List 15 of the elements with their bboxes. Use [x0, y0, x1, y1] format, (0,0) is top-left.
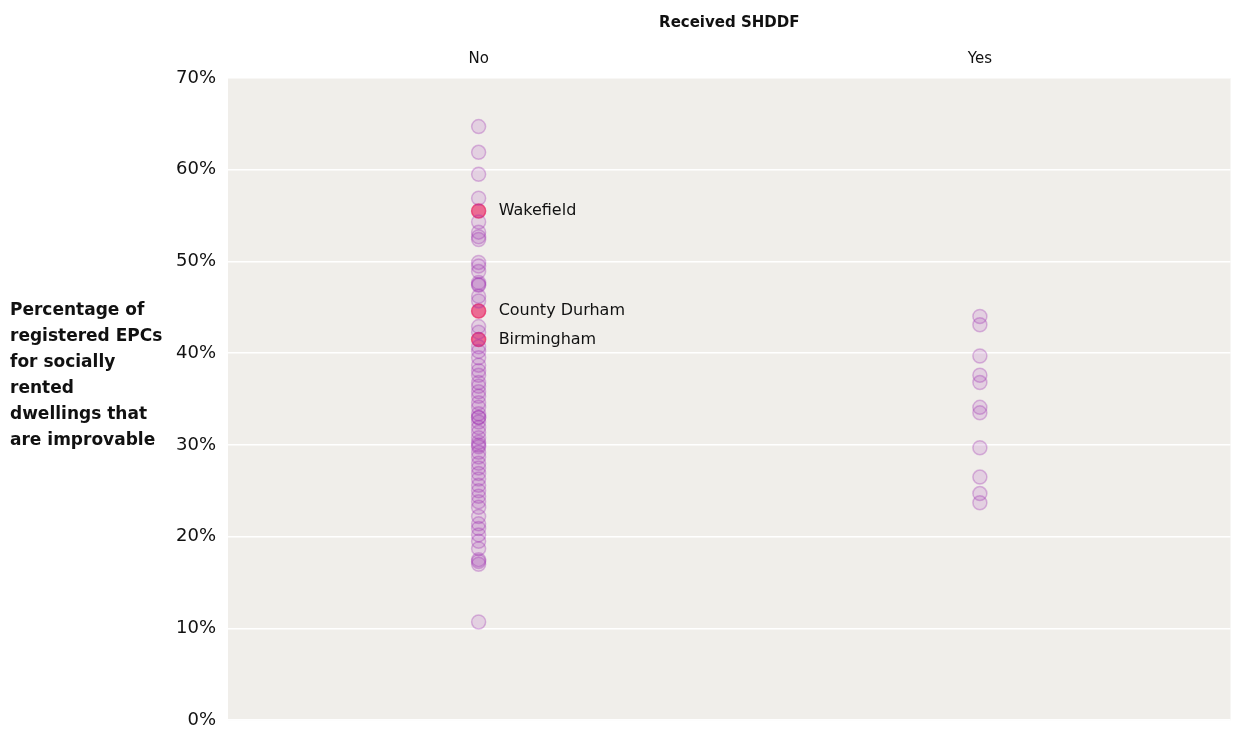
x-tick-label: No [468, 48, 489, 67]
annotation: Wakefield [498, 200, 577, 220]
annotation: County Durham [498, 300, 625, 320]
y-tick-label: 50% [175, 249, 216, 271]
y-tick-label: 0% [187, 707, 216, 729]
y-tick-label: 10% [175, 616, 216, 638]
x-tick-label: Yes [966, 48, 993, 67]
y-tick-label: 70% [175, 65, 216, 87]
x-axis-title: Received SHDDF [659, 12, 800, 31]
y-tick-label: 30% [175, 432, 216, 454]
y-axis-title: Percentage of registered EPCs for socially rented dwellings that are improvable [10, 298, 164, 451]
annotation: Birmingham [498, 328, 597, 348]
y-tick-label: 20% [175, 524, 216, 546]
y-tick-label: 60% [175, 157, 216, 179]
y-tick-label: 40% [175, 340, 216, 362]
